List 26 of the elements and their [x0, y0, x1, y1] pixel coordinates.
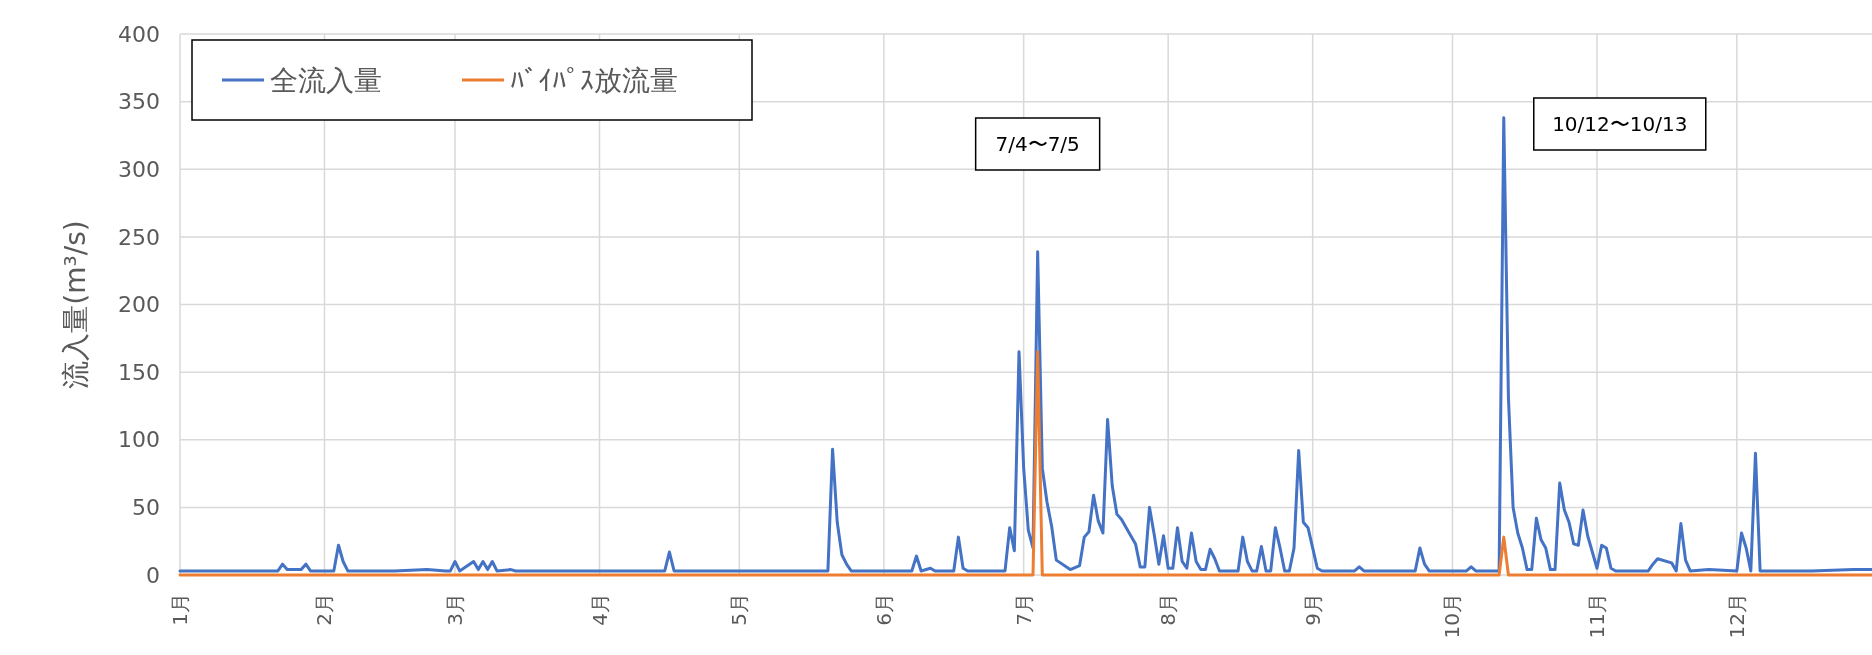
y-tick-label: 100	[118, 427, 160, 453]
x-tick-label: 6月	[871, 593, 896, 626]
x-tick-label: 9月	[1300, 593, 1325, 626]
annotation: 7/4〜7/5	[995, 132, 1080, 156]
y-tick-label: 250	[118, 224, 160, 250]
y-tick-label: 400	[118, 21, 160, 47]
y-tick-label: 50	[132, 495, 160, 521]
y-tick-label: 150	[118, 359, 160, 385]
x-tick-label: 2月	[312, 593, 337, 626]
annotation: 10/12〜10/13	[1552, 112, 1688, 136]
y-tick-label: 350	[118, 89, 160, 115]
y-axis-title: 流入量(m³/s)	[59, 220, 92, 389]
x-tick-label: 11月	[1584, 593, 1609, 639]
x-tick-label: 1月	[168, 593, 192, 626]
y-tick-label: 200	[118, 292, 160, 318]
legend-label: 全流入量	[270, 63, 382, 97]
x-tick-label: 5月	[727, 593, 752, 626]
x-tick-label: 10月	[1440, 593, 1465, 639]
x-tick-label: 7月	[1011, 593, 1036, 626]
x-tick-label: 4月	[587, 593, 612, 626]
y-tick-label: 0	[146, 562, 160, 588]
x-tick-label: 3月	[443, 593, 468, 626]
x-tick-label: 8月	[1156, 593, 1181, 626]
legend-label: ﾊﾞｲﾊﾟｽ放流量	[510, 63, 678, 97]
x-tick-label: 12月	[1724, 593, 1749, 639]
y-tick-label: 300	[118, 156, 160, 182]
